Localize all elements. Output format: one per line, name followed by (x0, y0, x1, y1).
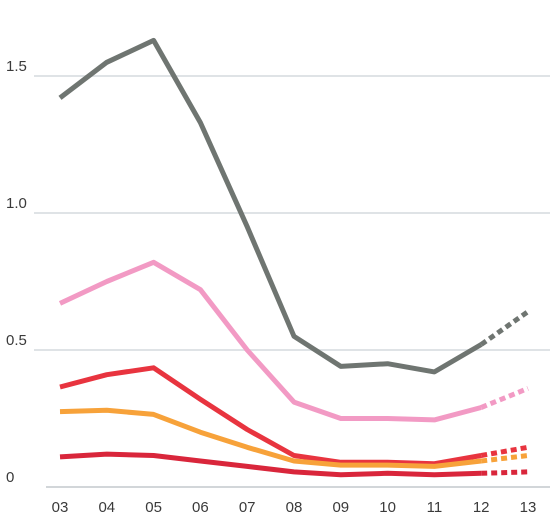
series-line (58, 37, 483, 375)
x-tick-label: 10 (379, 499, 396, 516)
x-tick-label: 04 (98, 499, 115, 516)
y-tick-label: 0.5 (6, 332, 27, 349)
series-line (58, 259, 482, 423)
x-tick-label: 09 (332, 499, 349, 516)
series-1 (58, 37, 530, 375)
y-tick-label: 1.5 (6, 58, 27, 75)
x-tick-label: 03 (52, 499, 69, 516)
series-projection (479, 309, 530, 347)
series-3 (59, 365, 529, 467)
series-line (59, 407, 482, 469)
x-tick-label: 07 (239, 499, 256, 516)
series-2 (58, 259, 529, 423)
y-axis-tick-labels: 0 0.5 1.0 1.5 (6, 58, 27, 486)
series-projection (481, 469, 529, 476)
series-line (59, 451, 482, 478)
x-tick-label: 13 (520, 499, 537, 516)
y-tick-label: 0 (6, 469, 14, 486)
series-projection (480, 386, 529, 410)
series-5 (59, 451, 529, 478)
x-tick-label: 06 (192, 499, 209, 516)
x-tick-label: 08 (286, 499, 303, 516)
x-tick-label: 05 (145, 499, 162, 516)
series-lines (58, 37, 530, 478)
gridlines (34, 75, 550, 488)
series-4 (59, 407, 529, 469)
x-tick-label: 11 (427, 499, 443, 516)
series-projection (480, 444, 529, 458)
y-tick-label: 1.0 (6, 195, 27, 212)
x-axis-tick-labels: 03 04 05 06 07 08 09 10 11 12 13 (52, 499, 537, 516)
series-line (59, 365, 482, 467)
x-tick-label: 12 (473, 499, 490, 516)
series-projection (480, 453, 529, 464)
